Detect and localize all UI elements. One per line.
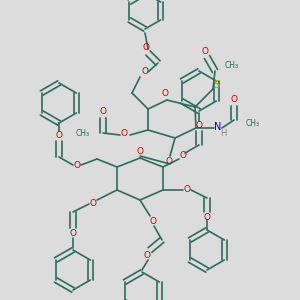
- Text: O: O: [89, 199, 97, 208]
- Text: N: N: [214, 122, 222, 132]
- Text: O: O: [143, 251, 151, 260]
- Text: O: O: [100, 107, 106, 116]
- Text: O: O: [56, 130, 62, 140]
- Text: CH₃: CH₃: [76, 128, 90, 137]
- Text: CH₃: CH₃: [246, 119, 260, 128]
- Text: O: O: [202, 46, 208, 56]
- Text: O: O: [184, 185, 190, 194]
- Text: O: O: [203, 214, 211, 223]
- Text: O: O: [166, 158, 172, 166]
- Text: O: O: [142, 43, 149, 52]
- Text: O: O: [142, 68, 148, 76]
- Text: O: O: [70, 230, 76, 238]
- Text: O: O: [149, 218, 157, 226]
- Text: O: O: [179, 151, 187, 160]
- Text: CH₃: CH₃: [225, 61, 239, 70]
- Text: O: O: [121, 130, 128, 139]
- Text: S: S: [213, 80, 219, 90]
- Text: O: O: [136, 146, 143, 155]
- Text: O: O: [74, 160, 80, 169]
- Text: O: O: [196, 121, 202, 130]
- Text: H: H: [220, 130, 226, 139]
- Text: O: O: [161, 89, 169, 98]
- Text: O: O: [230, 95, 238, 104]
